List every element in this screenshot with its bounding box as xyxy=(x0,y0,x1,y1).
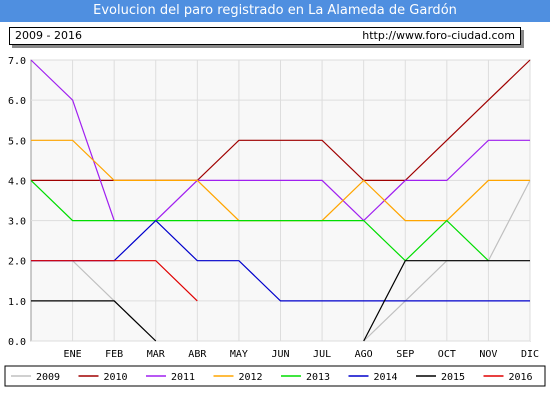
series-line-2013 xyxy=(30,179,489,262)
period-label: 2009 - 2016 xyxy=(15,29,82,42)
y-tick-label: 1.0 xyxy=(8,297,26,308)
legend-label: 2016 xyxy=(509,372,533,383)
y-tick-label: 6.0 xyxy=(8,96,26,107)
x-tick-label: NOV xyxy=(479,349,497,360)
y-tick-label: 5.0 xyxy=(8,136,26,147)
x-tick-label: FEB xyxy=(105,349,123,360)
y-tick-label: 0.0 xyxy=(8,337,26,348)
y-tick-label: 7.0 xyxy=(8,56,26,67)
legend-label: 2015 xyxy=(441,372,465,383)
x-tick-label: JUN xyxy=(271,349,289,360)
legend-label: 2013 xyxy=(306,372,330,383)
chart-title: Evolucion del paro registrado en La Alam… xyxy=(0,0,550,22)
subtitle-box: 2009 - 2016 http://www.foro-ciudad.com xyxy=(9,27,521,45)
y-tick-label: 2.0 xyxy=(8,257,26,268)
legend: 2009 2010 2011 2012 2013 2014 2015 2016 xyxy=(11,372,533,383)
x-tick-label: ABR xyxy=(188,349,207,360)
legend-label: 2009 xyxy=(36,372,60,383)
legend-label: 2010 xyxy=(104,372,128,383)
y-tick-label: 3.0 xyxy=(8,217,26,228)
x-tick-label: ENE xyxy=(64,349,82,360)
y-tick-label: 4.0 xyxy=(8,176,26,187)
series-line-2015 xyxy=(31,260,530,342)
x-tick-label: MAR xyxy=(147,349,166,360)
x-tick-label: AGO xyxy=(355,349,373,360)
x-tick-label: DIC xyxy=(521,349,539,360)
x-tick-label: MAY xyxy=(230,349,248,360)
x-tick-label: OCT xyxy=(438,349,456,360)
x-tick-label: JUL xyxy=(313,349,331,360)
y-axis: 0.0 1.0 2.0 3.0 4.0 5.0 6.0 7.0 xyxy=(8,56,26,348)
series-lines xyxy=(30,59,531,342)
legend-box xyxy=(4,365,546,387)
x-tick-label: SEP xyxy=(396,349,414,360)
legend-label: 2012 xyxy=(239,372,263,383)
x-axis: ENE FEB MAR ABR MAY JUN JUL AGO SEP OCT NOV DIC xyxy=(64,349,539,360)
legend-label: 2014 xyxy=(374,372,398,383)
series-line-2016 xyxy=(31,260,198,302)
legend-label: 2011 xyxy=(171,372,195,383)
site-url: http://www.foro-ciudad.com xyxy=(362,29,515,42)
